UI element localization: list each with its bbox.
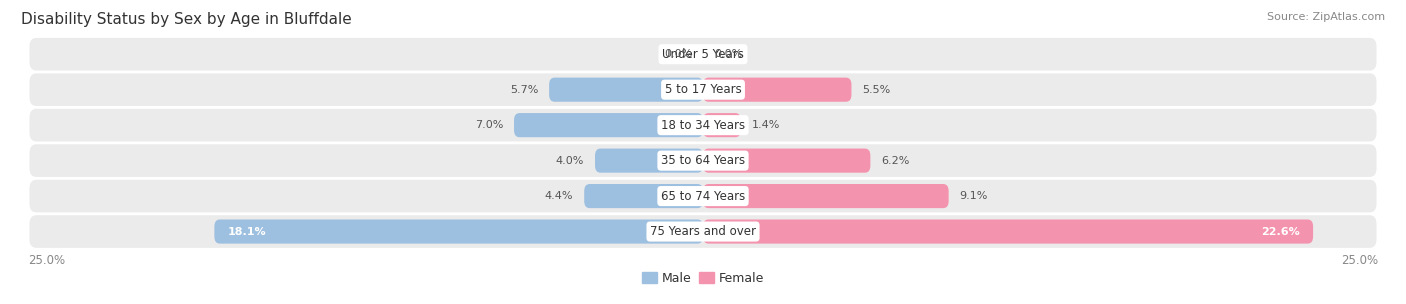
FancyBboxPatch shape — [703, 113, 741, 137]
Text: 0.0%: 0.0% — [714, 49, 742, 59]
FancyBboxPatch shape — [703, 219, 1313, 244]
Text: 18 to 34 Years: 18 to 34 Years — [661, 119, 745, 132]
FancyBboxPatch shape — [30, 144, 1376, 177]
Text: 22.6%: 22.6% — [1261, 226, 1299, 237]
Text: 7.0%: 7.0% — [475, 120, 503, 130]
Text: 6.2%: 6.2% — [882, 156, 910, 166]
FancyBboxPatch shape — [30, 180, 1376, 212]
Text: 4.4%: 4.4% — [546, 191, 574, 201]
FancyBboxPatch shape — [595, 149, 703, 173]
Text: 75 Years and over: 75 Years and over — [650, 225, 756, 238]
FancyBboxPatch shape — [703, 149, 870, 173]
Text: 18.1%: 18.1% — [228, 226, 267, 237]
FancyBboxPatch shape — [214, 219, 703, 244]
FancyBboxPatch shape — [515, 113, 703, 137]
FancyBboxPatch shape — [30, 109, 1376, 141]
Text: Under 5 Years: Under 5 Years — [662, 48, 744, 61]
Text: 0.0%: 0.0% — [664, 49, 692, 59]
Text: Disability Status by Sex by Age in Bluffdale: Disability Status by Sex by Age in Bluff… — [21, 12, 351, 27]
FancyBboxPatch shape — [30, 215, 1376, 248]
Text: 9.1%: 9.1% — [959, 191, 988, 201]
Text: 4.0%: 4.0% — [555, 156, 585, 166]
Text: 5.5%: 5.5% — [862, 85, 890, 95]
FancyBboxPatch shape — [30, 38, 1376, 71]
Text: Source: ZipAtlas.com: Source: ZipAtlas.com — [1267, 12, 1385, 22]
FancyBboxPatch shape — [585, 184, 703, 208]
Text: 25.0%: 25.0% — [1341, 254, 1378, 267]
FancyBboxPatch shape — [703, 78, 852, 102]
FancyBboxPatch shape — [30, 73, 1376, 106]
FancyBboxPatch shape — [703, 184, 949, 208]
Text: 35 to 64 Years: 35 to 64 Years — [661, 154, 745, 167]
FancyBboxPatch shape — [550, 78, 703, 102]
Text: 1.4%: 1.4% — [752, 120, 780, 130]
Text: 5.7%: 5.7% — [510, 85, 538, 95]
Text: 5 to 17 Years: 5 to 17 Years — [665, 83, 741, 96]
Legend: Male, Female: Male, Female — [637, 267, 769, 290]
Text: 25.0%: 25.0% — [28, 254, 65, 267]
Text: 65 to 74 Years: 65 to 74 Years — [661, 190, 745, 202]
